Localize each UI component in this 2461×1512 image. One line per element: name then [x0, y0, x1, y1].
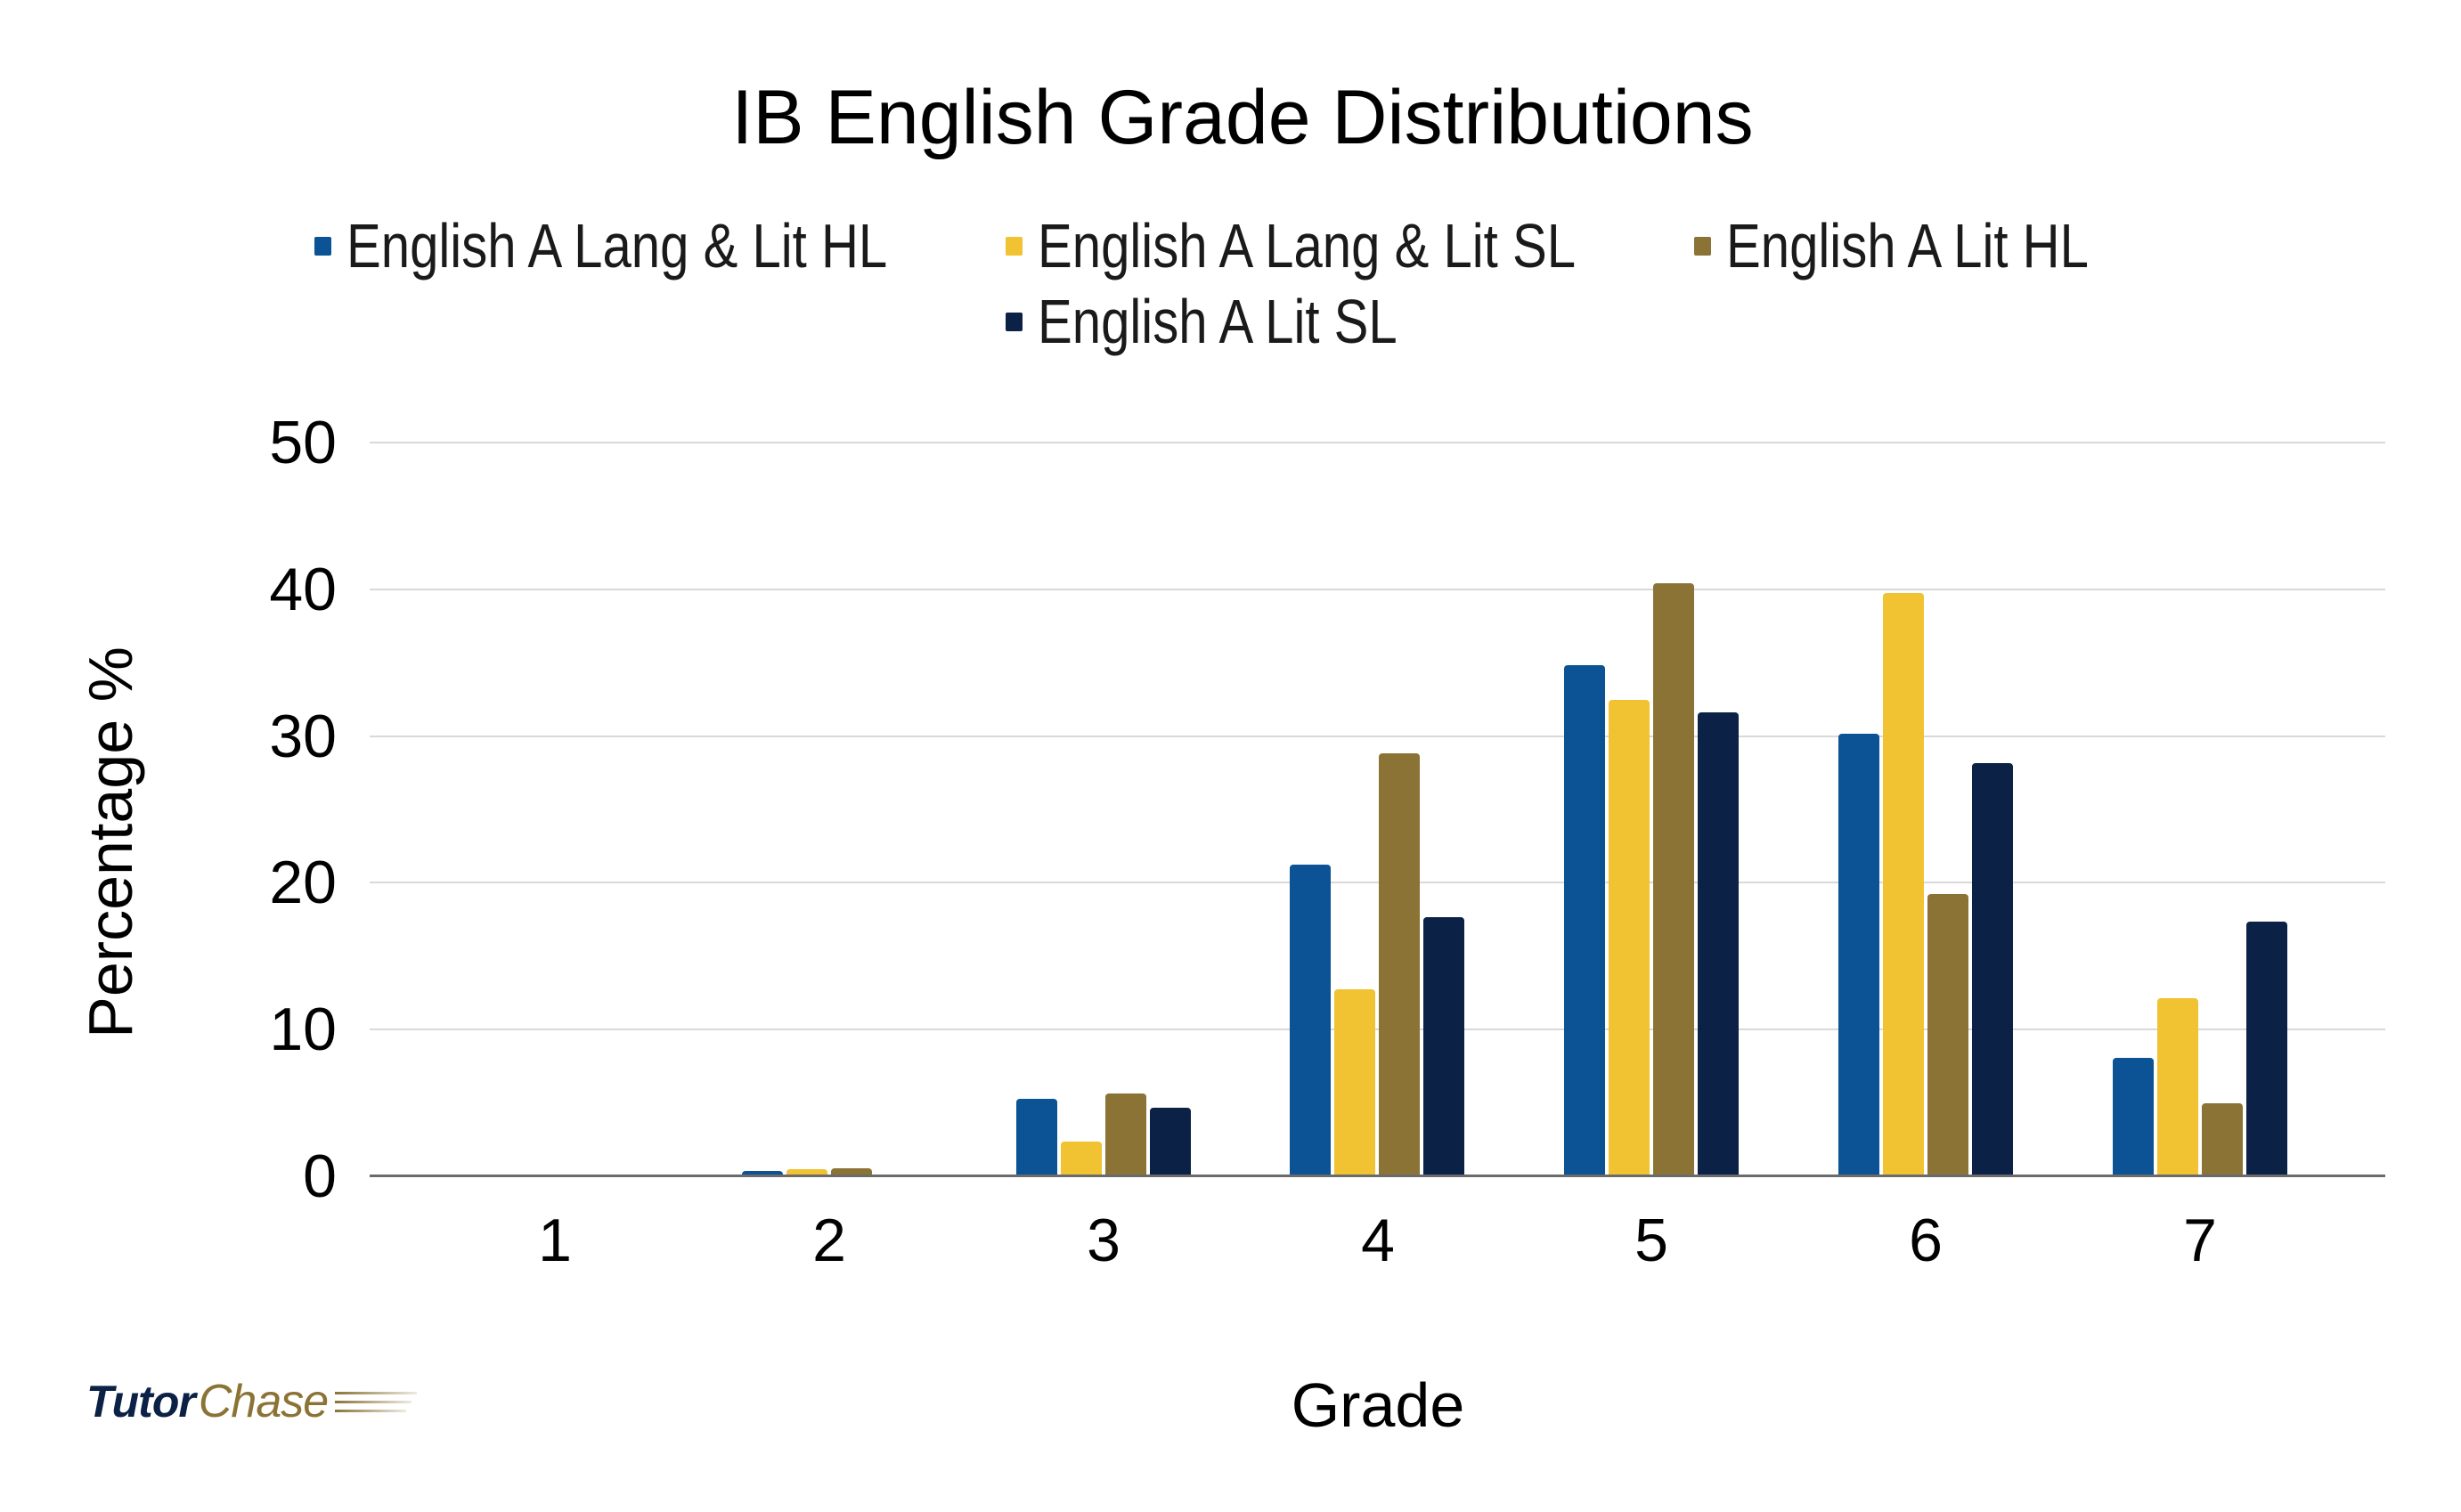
x-tick-label: 5: [1634, 1207, 1668, 1274]
y-tick-label: 30: [269, 703, 337, 770]
x-tick-label: 6: [1909, 1207, 1943, 1274]
bar-grade-2-series-0: [741, 1171, 783, 1175]
bar-grade-5-series-0: [1564, 664, 1606, 1175]
bar-grade-4-series-0: [1290, 864, 1332, 1175]
x-axis-line: [370, 1175, 2385, 1177]
x-tick-label: 4: [1361, 1207, 1395, 1274]
bar-grade-4-series-2: [1379, 752, 1421, 1175]
x-axis-label: Grade: [1291, 1370, 1465, 1440]
bar-grade-2-series-2: [830, 1167, 872, 1175]
x-tick-label: 2: [812, 1207, 846, 1274]
x-tick-label: 1: [538, 1207, 572, 1274]
gridline-30: [370, 736, 2385, 737]
bar-grade-3-series-2: [1104, 1093, 1146, 1175]
legend-swatch-icon: [1694, 236, 1711, 256]
logo-text-tutor: Tutor: [86, 1377, 196, 1427]
gridline-20: [370, 882, 2385, 883]
legend-item-lang-lit-hl: English A Lang & Lit HL: [314, 210, 998, 281]
bar-grade-3-series-3: [1149, 1108, 1191, 1175]
legend-label: English A Lit SL: [1038, 287, 1398, 356]
bar-grade-3-series-0: [1015, 1099, 1057, 1175]
chart-title: IB English Grade Distributions: [731, 75, 1754, 160]
legend-item-lit-sl: English A Lit SL: [1006, 286, 1471, 357]
y-tick-label: 0: [303, 1142, 337, 1210]
bar-grade-5-series-2: [1653, 582, 1695, 1175]
bar-grade-6-series-0: [1838, 734, 1879, 1175]
bar-grade-5-series-1: [1609, 700, 1650, 1175]
bar-grade-3-series-1: [1060, 1142, 1102, 1175]
bar-grade-6-series-3: [1972, 763, 2013, 1175]
legend-swatch-icon: [1006, 236, 1023, 256]
y-tick-label: 20: [269, 849, 337, 916]
y-tick-label: 10: [269, 996, 337, 1063]
bar-grade-4-series-3: [1423, 917, 1465, 1175]
legend-swatch-icon: [1006, 312, 1023, 331]
bar-grade-7-series-0: [2112, 1058, 2154, 1175]
logo-text-chase: Chase: [198, 1376, 329, 1427]
x-tick-label: 7: [2183, 1207, 2217, 1274]
bar-grade-5-series-3: [1698, 711, 1740, 1175]
bar-grade-7-series-1: [2156, 997, 2198, 1175]
legend-swatch-icon: [314, 236, 331, 256]
y-tick-label: 40: [269, 556, 337, 623]
bar-grade-6-series-1: [1883, 593, 1924, 1175]
bar-grade-6-series-2: [1927, 893, 1968, 1175]
y-tick-label: 50: [269, 409, 337, 476]
legend-label: English A Lang & Lit HL: [346, 211, 888, 280]
bar-grade-2-series-1: [786, 1169, 827, 1175]
bar-grade-4-series-1: [1334, 988, 1376, 1175]
legend-item-lit-hl: English A Lit HL: [1694, 210, 2163, 281]
gridline-50: [370, 442, 2385, 443]
gridline-40: [370, 589, 2385, 590]
bar-grade-7-series-2: [2201, 1103, 2243, 1175]
legend-item-lang-lit-sl: English A Lang & Lit SL: [1006, 210, 1686, 281]
bar-grade-7-series-3: [2245, 922, 2287, 1175]
gridline-10: [370, 1028, 2385, 1030]
y-axis-label: Percentage %: [76, 646, 145, 1038]
speed-lines-icon: [335, 1388, 418, 1415]
legend-label: English A Lang & Lit SL: [1038, 211, 1577, 280]
x-tick-label: 3: [1087, 1207, 1120, 1274]
legend-label: English A Lit HL: [1726, 211, 2089, 280]
tutorchase-logo: Tutor Chase: [86, 1376, 418, 1427]
